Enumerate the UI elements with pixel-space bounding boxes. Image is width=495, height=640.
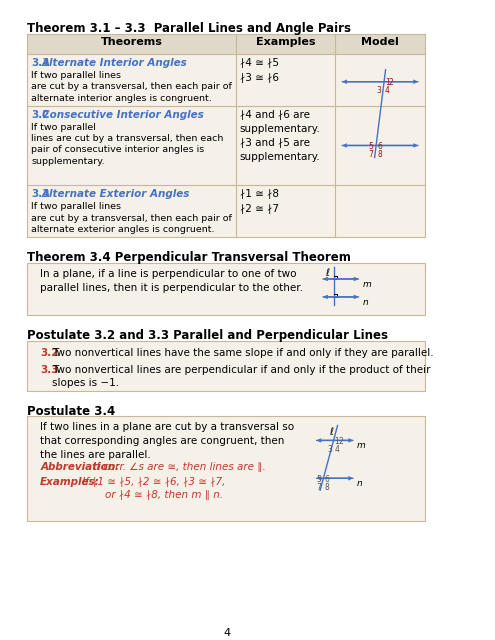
Text: n: n [363, 298, 369, 307]
Bar [27, 106, 425, 186]
Text: 2: 2 [338, 437, 343, 446]
Text: 1: 1 [335, 437, 339, 446]
Text: ∤1 ≅ ∤8
∤2 ≅ ∤7: ∤1 ≅ ∤8 ∤2 ≅ ∤7 [240, 189, 279, 214]
Text: 7: 7 [368, 150, 373, 159]
Text: 5: 5 [368, 142, 373, 151]
Text: Theorem 3.4 Perpendicular Transversal Theorem: Theorem 3.4 Perpendicular Transversal Th… [27, 251, 351, 264]
Text: Examples:: Examples: [40, 477, 100, 487]
Text: If corr. ∠s are ≅, then lines are ∥.: If corr. ∠s are ≅, then lines are ∥. [90, 462, 265, 472]
Text: If two parallel lines
are cut by a transversal, then each pair of
alternate exte: If two parallel lines are cut by a trans… [31, 202, 232, 234]
Text: m: m [357, 442, 365, 451]
Text: 6: 6 [377, 142, 382, 151]
Text: 2: 2 [389, 78, 394, 87]
Text: Two nonvertical lines have the same slope if and only if they are parallel.: Two nonvertical lines have the same slop… [52, 348, 434, 358]
Text: 4: 4 [385, 86, 390, 95]
Text: Postulate 3.4: Postulate 3.4 [27, 404, 116, 417]
Text: 8: 8 [377, 150, 382, 159]
Bar [27, 417, 425, 521]
Text: 3: 3 [377, 86, 382, 95]
Bar [27, 263, 425, 315]
Text: If ∤1 ≅ ∤5, ∤2 ≅ ∤6, ∤3 ≅ ∤7,: If ∤1 ≅ ∤5, ∤2 ≅ ∤6, ∤3 ≅ ∤7, [79, 477, 225, 487]
Text: n: n [357, 479, 362, 488]
Text: Theorem 3.1 – 3.3  Parallel Lines and Angle Pairs: Theorem 3.1 – 3.3 Parallel Lines and Ang… [27, 22, 351, 35]
Text: 6: 6 [324, 475, 329, 484]
Text: In a plane, if a line is perpendicular to one of two
parallel lines, then it is : In a plane, if a line is perpendicular t… [40, 269, 303, 293]
Text: Two nonvertical lines are perpendicular if and only if the product of their
slop: Two nonvertical lines are perpendicular … [52, 365, 431, 388]
Text: Alternate Exterior Angles: Alternate Exterior Angles [42, 189, 191, 199]
Text: ∤4 and ∤6 are
supplementary.
∤3 and ∤5 are
supplementary.: ∤4 and ∤6 are supplementary. ∤3 and ∤5 a… [240, 109, 320, 162]
Text: 5: 5 [316, 475, 321, 484]
Text: 8: 8 [324, 483, 329, 492]
Text: 1: 1 [385, 78, 390, 87]
Text: Abbreviation:: Abbreviation: [40, 462, 119, 472]
Text: 4: 4 [223, 628, 231, 637]
Text: If two parallel
lines are cut by a transversal, then each
pair of consecutive in: If two parallel lines are cut by a trans… [31, 122, 223, 166]
Text: Alternate Interior Angles: Alternate Interior Angles [42, 58, 188, 68]
Text: m: m [363, 280, 372, 289]
Text: If two parallel lines
are cut by a transversal, then each pair of
alternate inte: If two parallel lines are cut by a trans… [31, 71, 232, 102]
Text: Model: Model [361, 37, 399, 47]
Text: 4: 4 [335, 445, 340, 454]
Text: Postulate 3.2 and 3.3 Parallel and Perpendicular Lines: Postulate 3.2 and 3.3 Parallel and Perpe… [27, 329, 389, 342]
Text: 7: 7 [316, 483, 321, 492]
Text: 3.3: 3.3 [31, 189, 50, 199]
Text: 3.2: 3.2 [40, 348, 59, 358]
Text: or ∤4 ≅ ∤8, then m ∥ n.: or ∤4 ≅ ∤8, then m ∥ n. [79, 490, 223, 500]
Bar [27, 186, 425, 237]
Bar [27, 34, 425, 54]
Text: 3.2: 3.2 [31, 109, 50, 120]
Text: 3: 3 [327, 445, 332, 454]
Text: If two lines in a plane are cut by a transversal so
that corresponding angles ar: If two lines in a plane are cut by a tra… [40, 422, 295, 460]
Text: Consecutive Interior Angles: Consecutive Interior Angles [42, 109, 204, 120]
Text: $\ell$: $\ell$ [329, 426, 335, 438]
Text: Examples: Examples [255, 37, 315, 47]
Bar [27, 340, 425, 390]
Text: $\ell$: $\ell$ [325, 266, 330, 278]
Text: ∤4 ≅ ∤5
∤3 ≅ ∤6: ∤4 ≅ ∤5 ∤3 ≅ ∤6 [240, 58, 279, 83]
Text: 3.1: 3.1 [31, 58, 50, 68]
Bar [27, 54, 425, 106]
Text: 3.3: 3.3 [40, 365, 59, 374]
Text: Theorems: Theorems [101, 37, 163, 47]
